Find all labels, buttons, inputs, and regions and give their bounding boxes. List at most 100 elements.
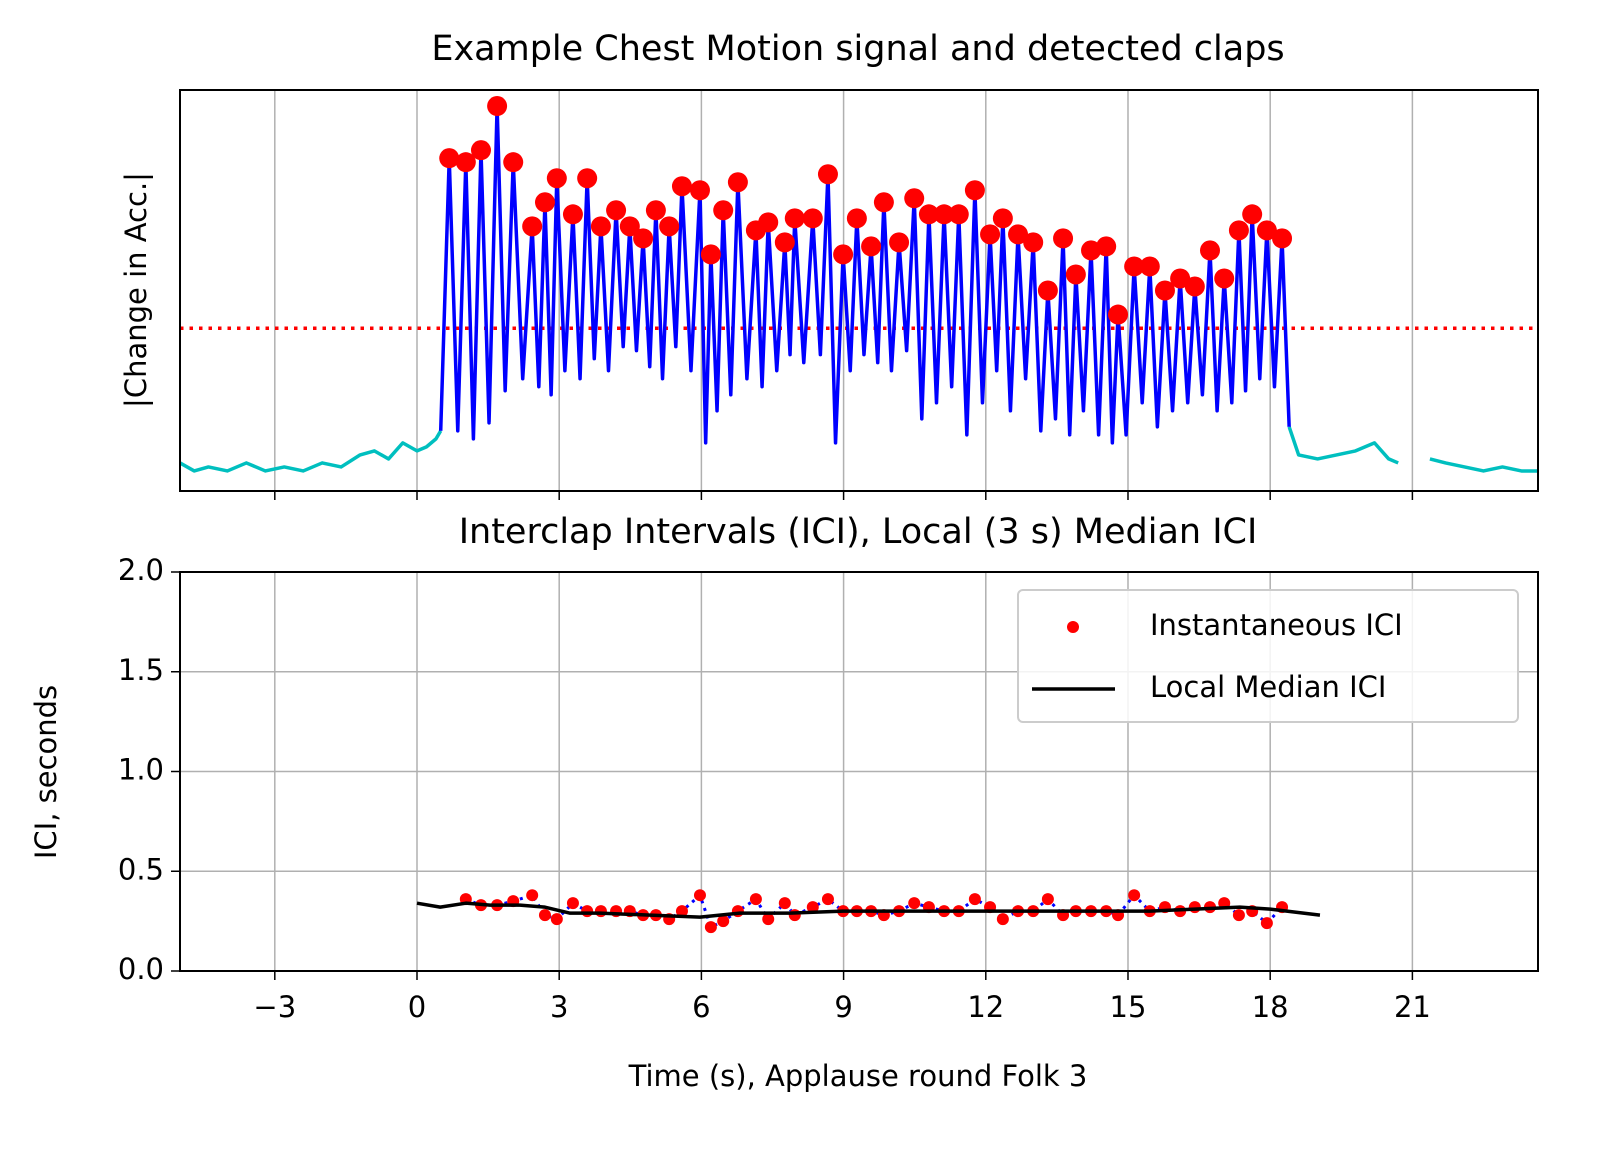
point [980, 224, 1001, 245]
point [873, 192, 894, 213]
x-tick-label: 12 [967, 990, 1004, 1024]
point [1228, 220, 1249, 241]
x-tick-label: 0 [408, 990, 426, 1024]
legend-marker [1067, 621, 1079, 633]
point [671, 176, 692, 197]
point [817, 164, 838, 185]
point [1214, 268, 1235, 289]
point [606, 200, 627, 221]
point [802, 208, 823, 229]
y-tick-label: 0.0 [118, 952, 164, 986]
point [889, 232, 910, 253]
x-axis-label: Time (s), Applause round Folk 3 [628, 1059, 1088, 1093]
point [1037, 280, 1058, 301]
point [717, 915, 730, 928]
point [522, 216, 543, 237]
point [1188, 901, 1201, 914]
point [1053, 228, 1074, 249]
point [784, 208, 805, 229]
x-tick-label: 15 [1110, 990, 1147, 1024]
point [762, 913, 775, 926]
point [581, 905, 594, 918]
point [1184, 276, 1205, 297]
point [1041, 893, 1054, 906]
point [992, 208, 1013, 229]
point [675, 905, 688, 918]
point [918, 204, 939, 225]
point [1232, 909, 1245, 922]
y-tick-label: 2.0 [118, 553, 164, 587]
point [996, 913, 1009, 926]
point [1023, 232, 1044, 253]
y-axis-label: ICI, seconds [29, 685, 63, 859]
x-tick-label: 3 [550, 990, 568, 1024]
point [594, 905, 607, 918]
line [416, 901, 1321, 919]
point [727, 172, 748, 193]
point [788, 909, 801, 922]
point [538, 909, 551, 922]
point [1108, 304, 1129, 325]
point [503, 152, 524, 173]
point [968, 893, 981, 906]
x-tick-label: −3 [253, 990, 296, 1024]
point [904, 188, 925, 209]
y-axis-label: |Change in Acc.| [119, 172, 153, 408]
point [546, 168, 567, 189]
point [689, 180, 710, 201]
point [619, 216, 640, 237]
point [566, 897, 579, 910]
point [846, 208, 867, 229]
x-tick-label: 18 [1252, 990, 1289, 1024]
point [1096, 236, 1117, 257]
point [758, 212, 779, 233]
point [470, 140, 491, 161]
line [179, 426, 1538, 473]
point [577, 168, 598, 189]
point [526, 889, 539, 902]
point [1139, 256, 1160, 277]
point [934, 204, 955, 225]
point [1256, 220, 1277, 241]
point [774, 232, 795, 253]
plot-frame [179, 571, 1539, 972]
point [821, 893, 834, 906]
point [749, 893, 762, 906]
point [1199, 240, 1220, 261]
point [562, 204, 583, 225]
point [713, 200, 734, 221]
x-tick-label: 9 [834, 990, 852, 1024]
point [633, 228, 654, 249]
point [908, 897, 921, 910]
point [1128, 889, 1141, 902]
line [438, 104, 1291, 445]
chart-title: Interclap Intervals (ICI), Local (3 s) M… [459, 512, 1258, 552]
point [1081, 240, 1102, 261]
point [1124, 256, 1145, 277]
point [704, 921, 717, 934]
point [948, 204, 969, 225]
x-tick-label: 21 [1394, 990, 1431, 1024]
point [1008, 224, 1029, 245]
point [659, 216, 680, 237]
point [964, 180, 985, 201]
x-tick-label: 6 [692, 990, 710, 1024]
legend-box [1017, 589, 1519, 723]
point [1065, 264, 1086, 285]
point [1272, 228, 1293, 249]
legend-label: Instantaneous ICI [1150, 608, 1403, 642]
point [1260, 917, 1273, 930]
point [534, 192, 555, 213]
point [550, 913, 563, 926]
point [455, 152, 476, 173]
plot-frame [179, 89, 1539, 492]
y-tick-label: 1.0 [118, 753, 164, 787]
point [1242, 204, 1263, 225]
chart-title: Example Chest Motion signal and detected… [431, 29, 1284, 69]
point [693, 889, 706, 902]
point [645, 200, 666, 221]
point [487, 96, 508, 117]
point [1154, 280, 1175, 301]
point [861, 236, 882, 257]
